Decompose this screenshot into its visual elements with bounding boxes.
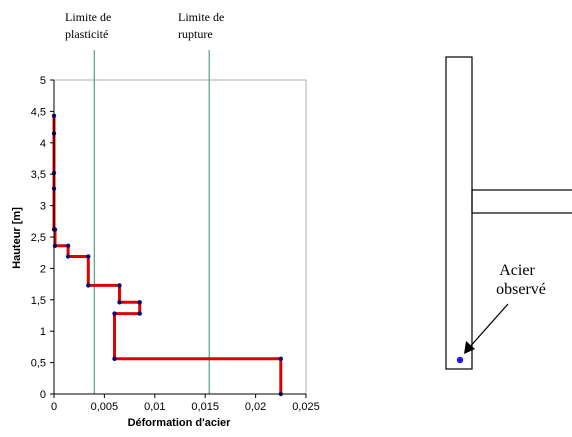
plot-frame [53,79,307,395]
data-point [86,283,91,288]
x-tick-label: 0,025 [292,401,320,413]
column-diagram: Acier observé [445,56,572,370]
observed-steel-point [456,356,464,364]
y-tick-label: 0,5 [31,358,46,370]
ref-label-plasticite-line2: plasticité [65,27,108,41]
y-tick-label: 2,5 [31,232,46,244]
x-tick-label: 0 [51,401,57,413]
x-tick-label: 0,015 [191,401,219,413]
x-tick-label: 0,005 [91,401,119,413]
y-tick-label: 0 [40,389,46,401]
data-point [65,243,71,248]
x-axis-label: Déformation d'acier [128,417,232,429]
ref-label-rupture-line1: Limite de [178,10,224,24]
data-point [137,311,142,316]
y-axis-label: Hauteur [m] [11,207,23,269]
ref-label-plasticite-line1: Limite de [65,10,111,24]
annotation-arrow [467,303,509,350]
data-point [112,311,117,316]
data-point [117,283,122,288]
column-rect [445,56,473,370]
annotation-label-line1: Acier [499,262,535,279]
x-tick-label: 0,02 [245,401,266,413]
y-tick-label: 3 [40,201,46,213]
y-tick-label: 4,5 [31,106,46,118]
y-tick-label: 4 [40,138,46,150]
arrowhead-icon [464,341,475,354]
y-tick-label: 2 [40,263,46,275]
data-point [112,356,117,361]
data-point [278,356,283,361]
data-point [65,254,71,259]
x-tick-label: 0,01 [144,401,165,413]
annotation-label-line2: observé [496,281,546,298]
y-tick-label: 1 [40,326,46,338]
y-tick-label: 1,5 [31,295,46,307]
plot-area [53,79,307,395]
data-point [137,300,142,305]
y-tick-label: 3,5 [31,169,46,181]
reference-lines [93,50,210,394]
axes-layer: 0 0,5 1 1,5 2 2,5 3 3,5 4 4,5 5 0 0,005 0,01 0,015 0,02… [31,75,320,413]
data-point [86,254,91,259]
data-point [117,300,122,305]
beam-rect [471,189,572,214]
ref-label-rupture-line2: rupture [178,27,213,41]
data-point [52,243,58,248]
y-tick-label: 5 [40,75,46,87]
